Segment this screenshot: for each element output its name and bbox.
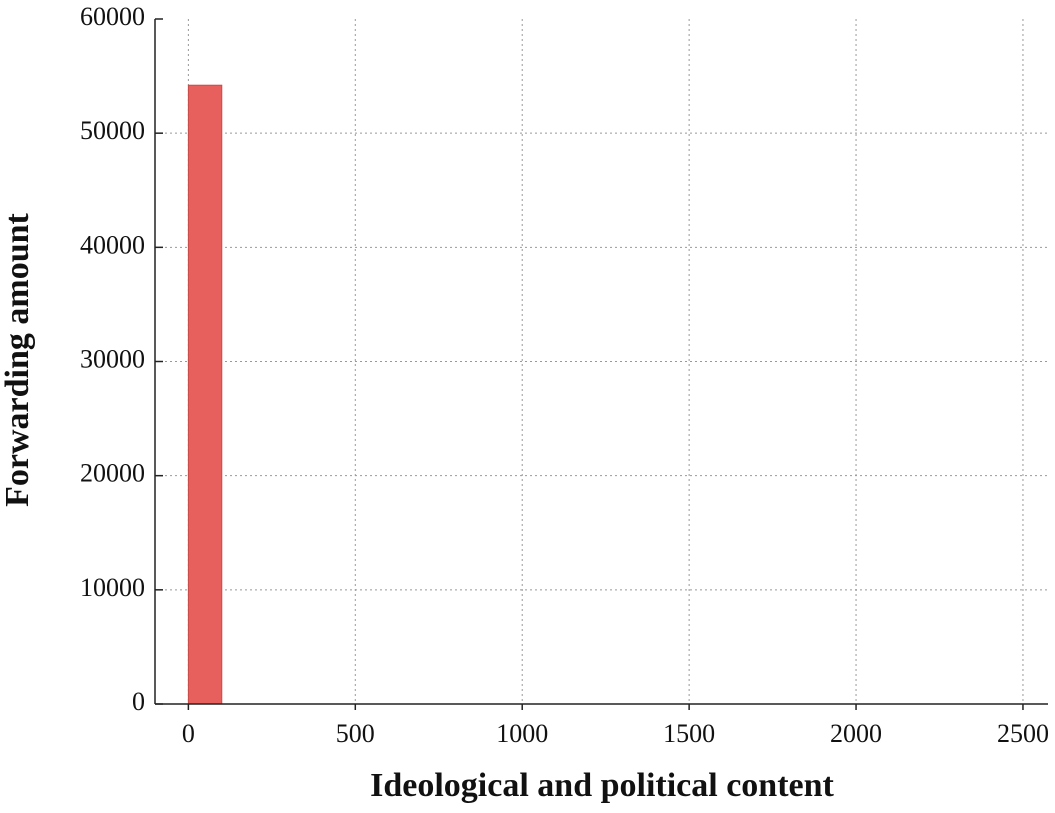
bar xyxy=(187,84,223,705)
x-tick-label: 2500 xyxy=(997,719,1049,748)
x-tick-label: 2000 xyxy=(830,719,882,748)
x-tick-label: 1500 xyxy=(663,719,715,748)
y-axis-title: Forwarding amount xyxy=(0,212,36,506)
y-tick-label: 60000 xyxy=(80,2,145,31)
y-tick-label: 30000 xyxy=(80,344,145,373)
y-tick-label: 50000 xyxy=(80,116,145,145)
x-axis-title: Ideological and political content xyxy=(370,767,834,804)
x-tick-label: 500 xyxy=(336,719,375,748)
y-tick-label: 10000 xyxy=(80,573,145,602)
y-tick-label: 40000 xyxy=(80,230,145,259)
x-tick-label: 0 xyxy=(182,719,195,748)
x-tick-label: 1000 xyxy=(496,719,548,748)
y-tick-label: 20000 xyxy=(80,459,145,488)
y-tick-label: 0 xyxy=(132,687,145,716)
